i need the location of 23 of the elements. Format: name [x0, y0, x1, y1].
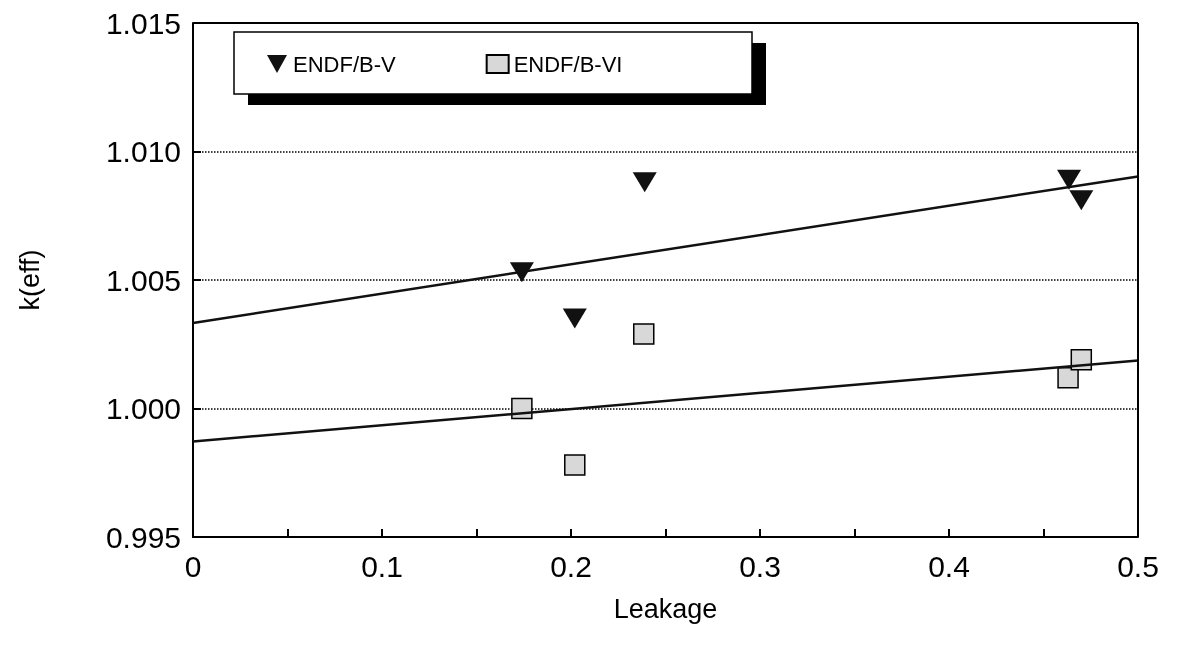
point	[564, 454, 586, 476]
point	[1057, 169, 1082, 190]
y-tick-label: 1.005	[105, 263, 181, 297]
x-tick-label: 0.2	[550, 549, 592, 583]
x-axis-title: Leakage	[613, 593, 718, 624]
y-tick-label: 1.010	[105, 135, 181, 168]
y-tick-label: 1.015	[105, 6, 181, 40]
y-tick-label: 0.995	[105, 520, 181, 554]
point	[1069, 190, 1094, 211]
x-tick-label: 0.5	[1117, 549, 1159, 583]
x-tick-label: 0.4	[928, 549, 970, 583]
legend-label: ENDF/B-VI	[513, 51, 623, 77]
x-tick-label: 0	[184, 549, 202, 583]
y-axis-title: k(eff)	[14, 249, 45, 311]
point	[562, 308, 587, 329]
legend-label: ENDF/B-V	[293, 51, 396, 77]
point	[632, 172, 657, 193]
point	[509, 262, 534, 283]
point	[1057, 366, 1079, 389]
point	[633, 323, 655, 345]
x-tick-label: 0.3	[739, 549, 781, 583]
y-tick-label: 1.000	[105, 392, 181, 425]
x-tick-label: 0.1	[361, 549, 403, 583]
